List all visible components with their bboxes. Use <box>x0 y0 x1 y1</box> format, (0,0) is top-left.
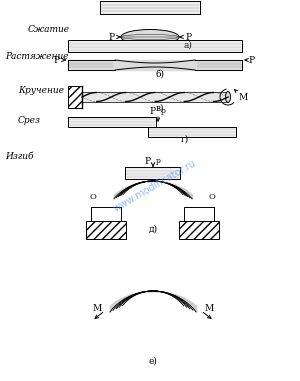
Text: б): б) <box>155 69 164 78</box>
Text: р: р <box>160 107 165 115</box>
Bar <box>68 86 82 108</box>
Bar <box>125 167 180 179</box>
Text: р: р <box>156 157 161 165</box>
Text: Кручение: Кручение <box>18 85 64 94</box>
Text: M: M <box>238 93 247 101</box>
Bar <box>184 207 214 221</box>
Bar <box>100 1 200 14</box>
Text: O: O <box>90 193 96 201</box>
Text: в): в) <box>156 104 164 112</box>
Bar <box>91 207 121 221</box>
Text: P: P <box>109 32 115 42</box>
Text: д): д) <box>148 224 158 234</box>
Text: Сжатие: Сжатие <box>28 24 70 34</box>
Bar <box>68 117 156 127</box>
Text: www.modificator.ru: www.modificator.ru <box>112 158 198 214</box>
Text: O: O <box>208 193 215 201</box>
Text: P: P <box>248 56 254 64</box>
Text: Изгиб: Изгиб <box>5 152 34 160</box>
Text: M: M <box>93 304 102 313</box>
Text: P: P <box>185 32 191 42</box>
Text: M: M <box>204 304 213 313</box>
Ellipse shape <box>121 29 179 45</box>
Text: Растяжение: Растяжение <box>5 51 68 61</box>
Text: P: P <box>145 157 151 165</box>
Bar <box>148 127 236 137</box>
Bar <box>86 221 126 239</box>
Ellipse shape <box>226 91 230 102</box>
Text: P: P <box>54 56 60 64</box>
Text: а): а) <box>184 40 192 50</box>
Text: е): е) <box>148 357 158 365</box>
Text: Срез: Срез <box>18 115 41 125</box>
Bar <box>179 221 219 239</box>
Text: P: P <box>150 107 156 115</box>
Text: г): г) <box>181 134 189 144</box>
Bar <box>68 40 242 52</box>
